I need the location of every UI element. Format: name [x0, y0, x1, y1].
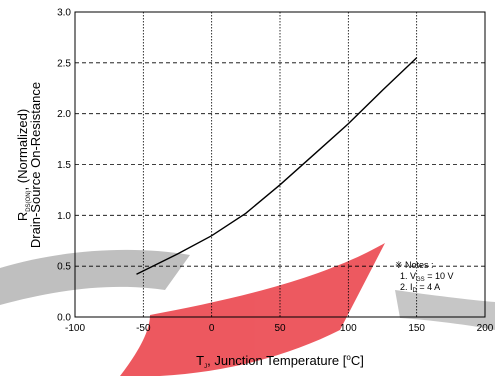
x-tick-label: 200 [477, 323, 494, 334]
y-tick-label: 1.5 [57, 160, 71, 171]
y-tick-label: 0.0 [57, 313, 71, 324]
plot-frame [74, 11, 486, 318]
x-tick-label: 0 [209, 323, 215, 334]
x-axis-title: TJ, Junction Temperature [oC] [196, 353, 364, 370]
y-axis-title-line-2: Drain-Source On-Resistance [28, 82, 43, 248]
x-tick-label: -100 [65, 323, 85, 334]
notes-line-1: 1. VGS = 10 V [400, 271, 453, 283]
series-line [136, 57, 418, 275]
watermark-gray-swoosh-right [395, 290, 495, 330]
notes-line-2: 2. ID = 4 A [400, 282, 440, 294]
grid [75, 12, 485, 317]
x-tick-label: 150 [408, 323, 425, 334]
x-tick-label: -50 [136, 323, 151, 334]
watermark-red-swoosh [120, 243, 385, 376]
y-tick-labels: 0.0 0.5 1.0 1.5 2.0 2.5 3.0 [57, 8, 71, 324]
x-tick-labels: -100 -50 0 50 100 150 200 [65, 323, 494, 334]
y-tick-label: 2.5 [57, 58, 71, 69]
notes-header: ※ Notes : [395, 260, 434, 270]
x-tick-label: 50 [274, 323, 286, 334]
x-tick-label: 100 [340, 323, 357, 334]
y-tick-label: 3.0 [57, 8, 71, 19]
y-tick-label: 0.5 [57, 262, 71, 273]
y-axis-title: RDS(ON), (Normalized) Drain-Source On-Re… [15, 82, 43, 248]
watermark-gray-swoosh [0, 249, 190, 305]
watermark [0, 243, 495, 376]
y-tick-label: 1.0 [57, 211, 71, 222]
y-axis-title-line-1: RDS(ON), (Normalized) [15, 109, 32, 221]
y-tick-label: 2.0 [57, 109, 71, 120]
